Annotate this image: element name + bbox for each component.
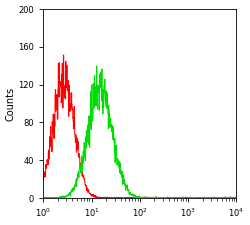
Y-axis label: Counts: Counts: [6, 86, 16, 121]
